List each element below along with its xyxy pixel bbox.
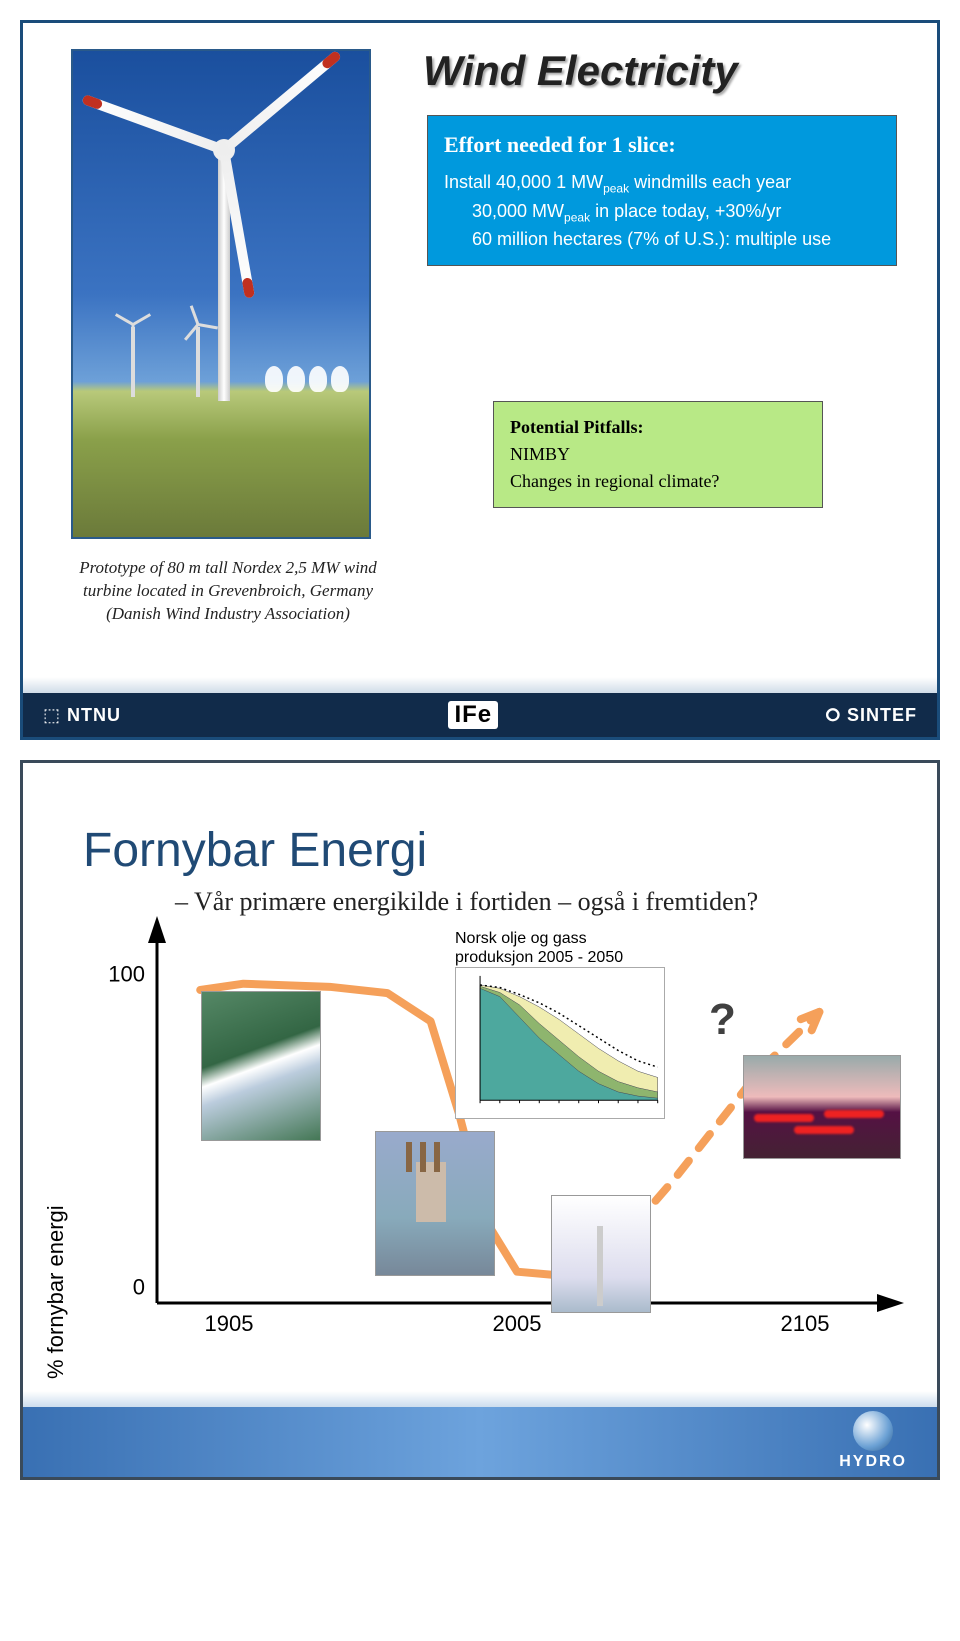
pitfalls-heading: Potential Pitfalls: <box>510 414 806 441</box>
effort-box: Effort needed for 1 slice: Install 40,00… <box>427 115 897 266</box>
slide-title: Fornybar Energi <box>83 823 427 878</box>
effort-line-1: Install 40,000 1 MWpeak windmills each y… <box>444 169 880 198</box>
y-axis-label: % fornybar energi <box>43 1205 69 1379</box>
logo-hydro: HYDRO <box>839 1411 907 1471</box>
svg-text:2105: 2105 <box>781 1311 830 1336</box>
svg-text:0: 0 <box>133 1274 145 1299</box>
footer-bar: HYDRO <box>23 1407 937 1477</box>
logo-sintef: SINTEF <box>826 705 917 726</box>
oil-chart-label: Norsk olje og gass produksjon 2005 - 205… <box>455 929 623 967</box>
oil-production-chart <box>455 967 665 1119</box>
oil-chart-svg <box>456 968 664 1118</box>
question-mark: ? <box>709 995 736 1045</box>
background-turbine <box>113 323 153 397</box>
inset-waterfall-photo <box>201 991 321 1141</box>
slide-wind-electricity: Wind Electricity Effort needed for 1 sli… <box>20 20 940 740</box>
svg-text:2005: 2005 <box>493 1311 542 1336</box>
svg-text:1905: 1905 <box>205 1311 254 1336</box>
turbine-blade <box>81 94 225 155</box>
effort-line-3: 60 million hectares (7% of U.S.): multip… <box>444 226 880 253</box>
slide-subtitle: – Vår primære energikilde i fortiden – o… <box>175 887 758 917</box>
pitfalls-box: Potential Pitfalls: NIMBY Changes in reg… <box>493 401 823 508</box>
pitfalls-line-1: NIMBY <box>510 441 806 468</box>
inset-windturbines-photo <box>551 1195 651 1313</box>
footer-gradient <box>23 1391 937 1407</box>
logo-ntnu: NTNU <box>43 705 121 726</box>
slide-fornybar-energi: Fornybar Energi – Vår primære energikild… <box>20 760 940 1480</box>
svg-text:100: 100 <box>108 961 145 986</box>
steam-plumes <box>265 366 349 392</box>
pitfalls-line-2: Changes in regional climate? <box>510 468 806 495</box>
turbine-photo <box>71 49 371 539</box>
turbine-blade <box>221 50 342 154</box>
background-turbine <box>178 323 218 397</box>
footer-bar: NTNU IFe SINTEF <box>23 693 937 737</box>
footer-gradient <box>23 677 937 693</box>
slide-title: Wind Electricity <box>423 47 738 95</box>
inset-oilplatform-photo <box>375 1131 495 1276</box>
hydro-globe-icon <box>853 1411 893 1451</box>
effort-line-2: 30,000 MWpeak in place today, +30%/yr <box>444 198 880 227</box>
effort-heading: Effort needed for 1 slice: <box>444 128 880 161</box>
logo-ife: IFe <box>448 701 498 729</box>
inset-future-photo <box>743 1055 901 1159</box>
photo-caption: Prototype of 80 m tall Nordex 2,5 MW win… <box>63 557 393 626</box>
